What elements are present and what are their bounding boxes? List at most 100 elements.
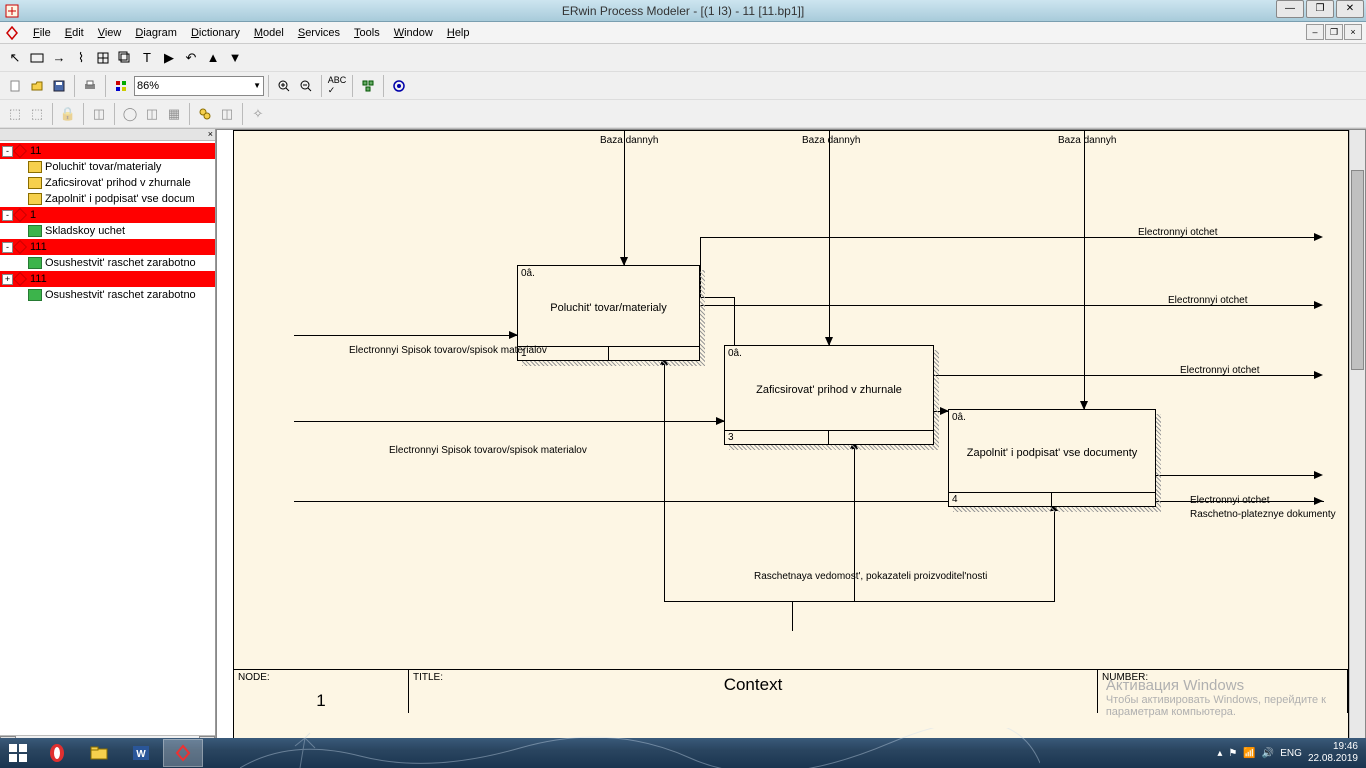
control-label: Baza dannyh [802, 135, 860, 146]
tool-udp[interactable] [194, 103, 216, 125]
close-button[interactable]: ✕ [1336, 0, 1364, 18]
tool-zoom-out[interactable] [295, 75, 317, 97]
window-titlebar: ERwin Process Modeler - [(1 I3) - 11 [11… [0, 0, 1366, 22]
arrowhead-icon [1314, 301, 1323, 309]
tool-play[interactable]: ▶ [158, 47, 180, 69]
mdi-close-button[interactable]: × [1344, 24, 1362, 40]
minimize-button[interactable]: — [1276, 0, 1304, 18]
tree-expander[interactable]: - [2, 210, 13, 221]
menu-dictionary[interactable]: Dictionary [184, 25, 247, 41]
tree-label: 111 [28, 273, 49, 285]
input-label: Electronnyi Spisok tovarov/spisok materi… [349, 345, 547, 356]
windows-taskbar[interactable]: W ▴ ⚑ 📶 🔊 ENG 19:46 22.08.2019 [0, 738, 1366, 768]
tool-lock: 🔒 [57, 103, 79, 125]
tool-open[interactable] [26, 75, 48, 97]
tool-pointer[interactable]: ↖ [4, 47, 26, 69]
tray-up-icon[interactable]: ▴ [1217, 748, 1222, 759]
svg-text:W: W [136, 749, 146, 760]
taskbar-word[interactable]: W [121, 739, 161, 767]
tool-text[interactable]: T [136, 47, 158, 69]
tool-spellcheck[interactable]: ABC✓ [326, 75, 348, 97]
tool-disabled-3: ◫ [88, 103, 110, 125]
tool-undo[interactable]: ↶ [180, 47, 202, 69]
tree-expander[interactable]: + [2, 274, 13, 285]
system-tray[interactable]: ▴ ⚑ 📶 🔊 ENG 19:46 22.08.2019 [1217, 741, 1366, 765]
panel-close-bar[interactable]: × [0, 129, 215, 141]
idef0-activity-box[interactable]: 0â.Zaficsirovat' prihod v zhurnale3 [724, 345, 934, 445]
tool-disabled-6: ▦ [163, 103, 185, 125]
tree-node[interactable]: Skladskoy uchet [0, 223, 215, 239]
tree-expander[interactable]: - [2, 242, 13, 253]
tool-model-explorer[interactable] [357, 75, 379, 97]
tree-node[interactable]: +111 [0, 271, 215, 287]
canvas-vscroll[interactable] [1349, 130, 1365, 756]
tool-data-store[interactable] [114, 47, 136, 69]
tree-expander[interactable]: - [2, 146, 13, 157]
tray-volume-icon[interactable]: 🔊 [1262, 748, 1274, 759]
tool-print[interactable] [79, 75, 101, 97]
mdi-minimize-button[interactable]: – [1306, 24, 1324, 40]
menu-bar: FileEditViewDiagramDictionaryModelServic… [0, 22, 1366, 44]
tool-activity-box[interactable] [26, 47, 48, 69]
tool-report[interactable] [388, 75, 410, 97]
maximize-button[interactable]: ❐ [1306, 0, 1334, 18]
start-button[interactable] [0, 738, 36, 768]
tree-node[interactable]: Osushestvit' raschet zarabotno [0, 255, 215, 271]
tool-down[interactable]: ▼ [224, 47, 246, 69]
arrow-line [792, 601, 793, 631]
arrow-line [700, 297, 734, 298]
mdi-app-icon [4, 25, 20, 41]
menu-file[interactable]: File [26, 25, 58, 41]
menu-view[interactable]: View [91, 25, 129, 41]
menu-services[interactable]: Services [291, 25, 347, 41]
tool-zoom-in[interactable] [273, 75, 295, 97]
tool-disabled-2: ⬚ [26, 103, 48, 125]
taskbar-opera[interactable] [37, 739, 77, 767]
tool-squiggle[interactable]: ⌇ [70, 47, 92, 69]
tree-node[interactable]: Zaficsirovat' prihod v zhurnale [0, 175, 215, 191]
menu-help[interactable]: Help [440, 25, 477, 41]
idef0-activity-box[interactable]: 0â.Zapolnit' i podpisat' vse documenty4 [948, 409, 1156, 507]
tree-node[interactable]: -11 [0, 143, 215, 159]
tray-language[interactable]: ENG [1280, 748, 1302, 759]
arrow-output-4 [1156, 475, 1320, 476]
menu-diagram[interactable]: Diagram [128, 25, 184, 41]
taskbar-erwin[interactable] [163, 739, 203, 767]
taskbar-explorer[interactable] [79, 739, 119, 767]
tree-label: 1 [28, 209, 38, 221]
menu-window[interactable]: Window [387, 25, 440, 41]
tool-new[interactable] [4, 75, 26, 97]
model-tree[interactable]: -11 Poluchit' tovar/materialy Zaficsirovat… [0, 141, 215, 735]
menu-model[interactable]: Model [247, 25, 291, 41]
tray-network-icon[interactable]: 📶 [1243, 748, 1255, 759]
diagram-canvas[interactable]: 0â.Poluchit' tovar/materialy10â.Zaficsir… [216, 129, 1366, 768]
zoom-select[interactable]: 86% ▼ [134, 76, 264, 96]
tray-flag-icon[interactable]: ⚑ [1228, 748, 1237, 759]
box-title: Poluchit' tovar/materialy [518, 302, 699, 314]
tree-node[interactable]: Zapolnit' i podpisat' vse docum [0, 191, 215, 207]
tool-save[interactable] [48, 75, 70, 97]
tree-label: Poluchit' tovar/materialy [44, 161, 161, 173]
arrowhead-icon [1314, 471, 1323, 479]
tool-up[interactable]: ▲ [202, 47, 224, 69]
tree-node[interactable]: Osushestvit' raschet zarabotno [0, 287, 215, 303]
output-label: Electronnyi otchet [1138, 227, 1218, 238]
frame-node-value: 1 [316, 691, 325, 711]
diagram-frame-footer: NODE: 1 TITLE: Context NUMBER: [234, 669, 1348, 713]
tray-clock[interactable]: 19:46 22.08.2019 [1308, 741, 1358, 765]
canvas-area: 0â.Poluchit' tovar/materialy10â.Zaficsir… [216, 129, 1366, 768]
input-arrow-1 [294, 335, 517, 336]
menu-tools[interactable]: Tools [347, 25, 387, 41]
mdi-restore-button[interactable]: ❐ [1325, 24, 1343, 40]
box-title: Zapolnit' i podpisat' vse documenty [949, 447, 1155, 459]
tree-node[interactable]: -111 [0, 239, 215, 255]
menu-edit[interactable]: Edit [58, 25, 91, 41]
tree-label: Osushestvit' raschet zarabotno [44, 257, 196, 269]
tree-node[interactable]: Poluchit' tovar/materialy [0, 159, 215, 175]
tool-arrow-right[interactable]: → [48, 47, 70, 69]
input-label: Electronnyi Spisok tovarov/spisok materi… [389, 445, 587, 456]
box-title: Zaficsirovat' prihod v zhurnale [725, 384, 933, 396]
tool-color-palette[interactable] [110, 75, 132, 97]
tree-node[interactable]: -1 [0, 207, 215, 223]
tool-external-ref[interactable] [92, 47, 114, 69]
